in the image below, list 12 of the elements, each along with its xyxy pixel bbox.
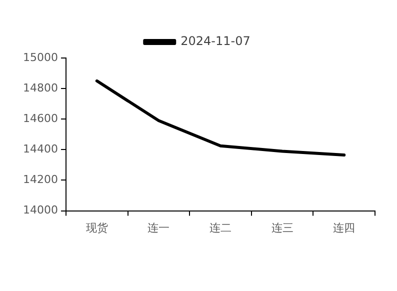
x-tick-label: 现货 (86, 221, 108, 234)
x-tick-label: 连一 (148, 221, 170, 234)
y-tick-label: 14600 (22, 112, 58, 125)
x-tick-label: 连四 (333, 221, 356, 234)
y-tick-label: 15000 (22, 50, 58, 64)
y-tick-label: 14000 (22, 204, 58, 217)
x-tick-label: 连二 (209, 221, 232, 234)
y-tick-label: 14200 (22, 173, 58, 186)
y-tick-label: 14800 (22, 81, 58, 94)
y-tick-label: 14400 (22, 142, 58, 156)
x-tick-label: 连三 (271, 221, 294, 234)
legend-label: 2024-11-07 (180, 34, 250, 48)
